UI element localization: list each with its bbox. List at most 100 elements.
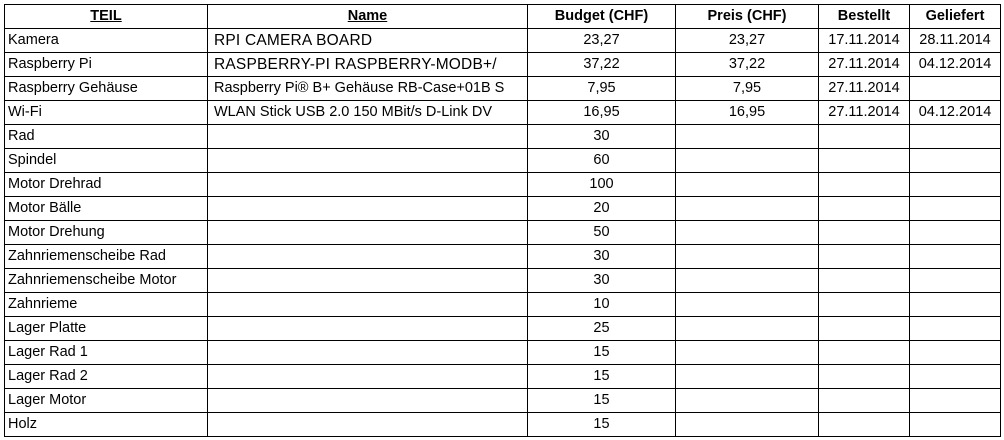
cell-budget[interactable]: 30 bbox=[527, 268, 676, 293]
cell-preis[interactable] bbox=[675, 196, 819, 221]
cell-name[interactable]: WLAN Stick USB 2.0 150 MBit/s D-Link DV bbox=[207, 100, 528, 125]
cell-geliefert[interactable] bbox=[909, 268, 1001, 293]
cell-bestellt[interactable] bbox=[818, 172, 910, 197]
cell-bestellt[interactable] bbox=[818, 220, 910, 245]
cell-geliefert[interactable] bbox=[909, 124, 1001, 149]
cell-geliefert[interactable] bbox=[909, 244, 1001, 269]
cell-teil[interactable]: Lager Motor bbox=[4, 388, 208, 413]
cell-teil[interactable]: Lager Rad 2 bbox=[4, 364, 208, 389]
cell-bestellt[interactable]: 27.11.2014 bbox=[818, 52, 910, 77]
cell-geliefert[interactable] bbox=[909, 292, 1001, 317]
cell-budget[interactable]: 15 bbox=[527, 388, 676, 413]
cell-name[interactable] bbox=[207, 196, 528, 221]
cell-preis[interactable]: 23,27 bbox=[675, 28, 819, 53]
cell-geliefert[interactable] bbox=[909, 388, 1001, 413]
cell-budget[interactable]: 16,95 bbox=[527, 100, 676, 125]
cell-preis[interactable] bbox=[675, 220, 819, 245]
cell-budget[interactable]: 15 bbox=[527, 340, 676, 365]
cell-bestellt[interactable] bbox=[818, 388, 910, 413]
cell-teil[interactable]: Rad bbox=[4, 124, 208, 149]
cell-bestellt[interactable] bbox=[818, 292, 910, 317]
cell-name[interactable] bbox=[207, 340, 528, 365]
cell-budget[interactable]: 60 bbox=[527, 148, 676, 173]
cell-budget[interactable]: 7,95 bbox=[527, 76, 676, 101]
cell-budget[interactable]: 30 bbox=[527, 244, 676, 269]
cell-preis[interactable] bbox=[675, 148, 819, 173]
cell-name[interactable] bbox=[207, 292, 528, 317]
cell-name[interactable] bbox=[207, 172, 528, 197]
cell-geliefert[interactable] bbox=[909, 340, 1001, 365]
cell-name[interactable]: RPI CAMERA BOARD bbox=[207, 28, 528, 53]
cell-bestellt[interactable]: 27.11.2014 bbox=[818, 100, 910, 125]
cell-budget[interactable]: 37,22 bbox=[527, 52, 676, 77]
cell-name[interactable] bbox=[207, 388, 528, 413]
cell-preis[interactable]: 7,95 bbox=[675, 76, 819, 101]
cell-geliefert[interactable] bbox=[909, 76, 1001, 101]
cell-teil[interactable]: Zahnrieme bbox=[4, 292, 208, 317]
cell-name[interactable]: RASPBERRY-PI RASPBERRY-MODB+/ bbox=[207, 52, 528, 77]
cell-name[interactable] bbox=[207, 124, 528, 149]
cell-bestellt[interactable] bbox=[818, 412, 910, 437]
cell-geliefert[interactable] bbox=[909, 316, 1001, 341]
cell-preis[interactable] bbox=[675, 124, 819, 149]
cell-preis[interactable]: 37,22 bbox=[675, 52, 819, 77]
column-header-geliefert[interactable]: Geliefert bbox=[909, 4, 1001, 29]
cell-preis[interactable] bbox=[675, 412, 819, 437]
cell-geliefert[interactable]: 04.12.2014 bbox=[909, 52, 1001, 77]
cell-geliefert[interactable] bbox=[909, 364, 1001, 389]
cell-geliefert[interactable] bbox=[909, 148, 1001, 173]
cell-name[interactable] bbox=[207, 244, 528, 269]
cell-bestellt[interactable] bbox=[818, 196, 910, 221]
column-header-teil[interactable]: TEIL bbox=[4, 4, 208, 29]
cell-name[interactable] bbox=[207, 148, 528, 173]
cell-name[interactable]: Raspberry Pi® B+ Gehäuse RB-Case+01B S bbox=[207, 76, 528, 101]
cell-bestellt[interactable]: 27.11.2014 bbox=[818, 76, 910, 101]
cell-budget[interactable]: 20 bbox=[527, 196, 676, 221]
cell-name[interactable] bbox=[207, 220, 528, 245]
cell-teil[interactable]: Motor Drehung bbox=[4, 220, 208, 245]
cell-bestellt[interactable]: 17.11.2014 bbox=[818, 28, 910, 53]
cell-teil[interactable]: Lager Platte bbox=[4, 316, 208, 341]
cell-geliefert[interactable] bbox=[909, 220, 1001, 245]
cell-geliefert[interactable] bbox=[909, 172, 1001, 197]
cell-name[interactable] bbox=[207, 316, 528, 341]
cell-preis[interactable] bbox=[675, 268, 819, 293]
cell-teil[interactable]: Spindel bbox=[4, 148, 208, 173]
cell-budget[interactable]: 50 bbox=[527, 220, 676, 245]
cell-bestellt[interactable] bbox=[818, 340, 910, 365]
cell-teil[interactable]: Raspberry Pi bbox=[4, 52, 208, 77]
cell-budget[interactable]: 10 bbox=[527, 292, 676, 317]
cell-teil[interactable]: Holz bbox=[4, 412, 208, 437]
cell-bestellt[interactable] bbox=[818, 268, 910, 293]
cell-budget[interactable]: 30 bbox=[527, 124, 676, 149]
cell-preis[interactable]: 16,95 bbox=[675, 100, 819, 125]
cell-preis[interactable] bbox=[675, 316, 819, 341]
cell-name[interactable] bbox=[207, 268, 528, 293]
cell-budget[interactable]: 23,27 bbox=[527, 28, 676, 53]
cell-name[interactable] bbox=[207, 364, 528, 389]
column-header-name[interactable]: Name bbox=[207, 4, 528, 29]
cell-teil[interactable]: Wi-Fi bbox=[4, 100, 208, 125]
cell-bestellt[interactable] bbox=[818, 124, 910, 149]
cell-preis[interactable] bbox=[675, 244, 819, 269]
cell-preis[interactable] bbox=[675, 292, 819, 317]
cell-teil[interactable]: Raspberry Gehäuse bbox=[4, 76, 208, 101]
cell-teil[interactable]: Zahnriemenscheibe Rad bbox=[4, 244, 208, 269]
cell-budget[interactable]: 25 bbox=[527, 316, 676, 341]
cell-preis[interactable] bbox=[675, 340, 819, 365]
cell-geliefert[interactable]: 28.11.2014 bbox=[909, 28, 1001, 53]
cell-preis[interactable] bbox=[675, 172, 819, 197]
column-header-budget[interactable]: Budget (CHF) bbox=[527, 4, 676, 29]
cell-bestellt[interactable] bbox=[818, 364, 910, 389]
cell-budget[interactable]: 100 bbox=[527, 172, 676, 197]
cell-geliefert[interactable] bbox=[909, 196, 1001, 221]
cell-bestellt[interactable] bbox=[818, 244, 910, 269]
cell-teil[interactable]: Zahnriemenscheibe Motor bbox=[4, 268, 208, 293]
cell-name[interactable] bbox=[207, 412, 528, 437]
cell-preis[interactable] bbox=[675, 364, 819, 389]
cell-bestellt[interactable] bbox=[818, 316, 910, 341]
cell-teil[interactable]: Kamera bbox=[4, 28, 208, 53]
column-header-preis[interactable]: Preis (CHF) bbox=[675, 4, 819, 29]
cell-budget[interactable]: 15 bbox=[527, 364, 676, 389]
cell-teil[interactable]: Lager Rad 1 bbox=[4, 340, 208, 365]
